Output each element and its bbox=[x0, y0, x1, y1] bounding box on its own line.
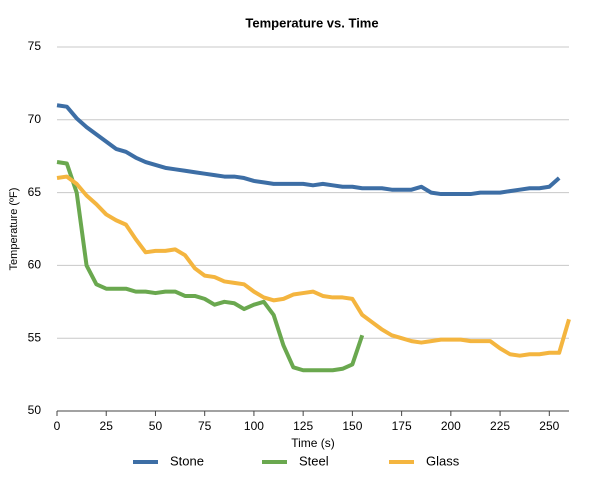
y-axis-label: Temperature (ºF) bbox=[8, 188, 20, 271]
y-tick-label: 55 bbox=[28, 330, 42, 344]
x-tick-label: 175 bbox=[392, 419, 412, 433]
x-tick-label: 150 bbox=[342, 419, 362, 433]
x-tick-label: 225 bbox=[490, 419, 510, 433]
x-tick-label: 50 bbox=[149, 419, 163, 433]
legend-label: Stone bbox=[170, 453, 204, 468]
x-tick-label: 75 bbox=[198, 419, 212, 433]
series-line bbox=[56, 174, 571, 358]
x-tick-label: 125 bbox=[293, 419, 313, 433]
series-line bbox=[56, 160, 365, 373]
series-line bbox=[56, 103, 561, 197]
x-tick-label: 25 bbox=[100, 419, 114, 433]
y-tick-label: 60 bbox=[28, 258, 42, 272]
y-tick-label: 70 bbox=[28, 112, 42, 126]
legend-label: Glass bbox=[426, 453, 460, 468]
y-tick-label: 65 bbox=[28, 185, 42, 199]
x-tick-label: 200 bbox=[441, 419, 461, 433]
x-axis-label: Time (s) bbox=[291, 436, 335, 450]
y-tick-label: 75 bbox=[28, 39, 42, 53]
legend-label: Steel bbox=[299, 453, 329, 468]
x-tick-label: 100 bbox=[244, 419, 264, 433]
y-tick-label: 50 bbox=[28, 403, 42, 417]
chart-title: Temperature vs. Time bbox=[245, 15, 378, 30]
x-tick-label: 250 bbox=[539, 419, 559, 433]
x-tick-label: 0 bbox=[54, 419, 61, 433]
